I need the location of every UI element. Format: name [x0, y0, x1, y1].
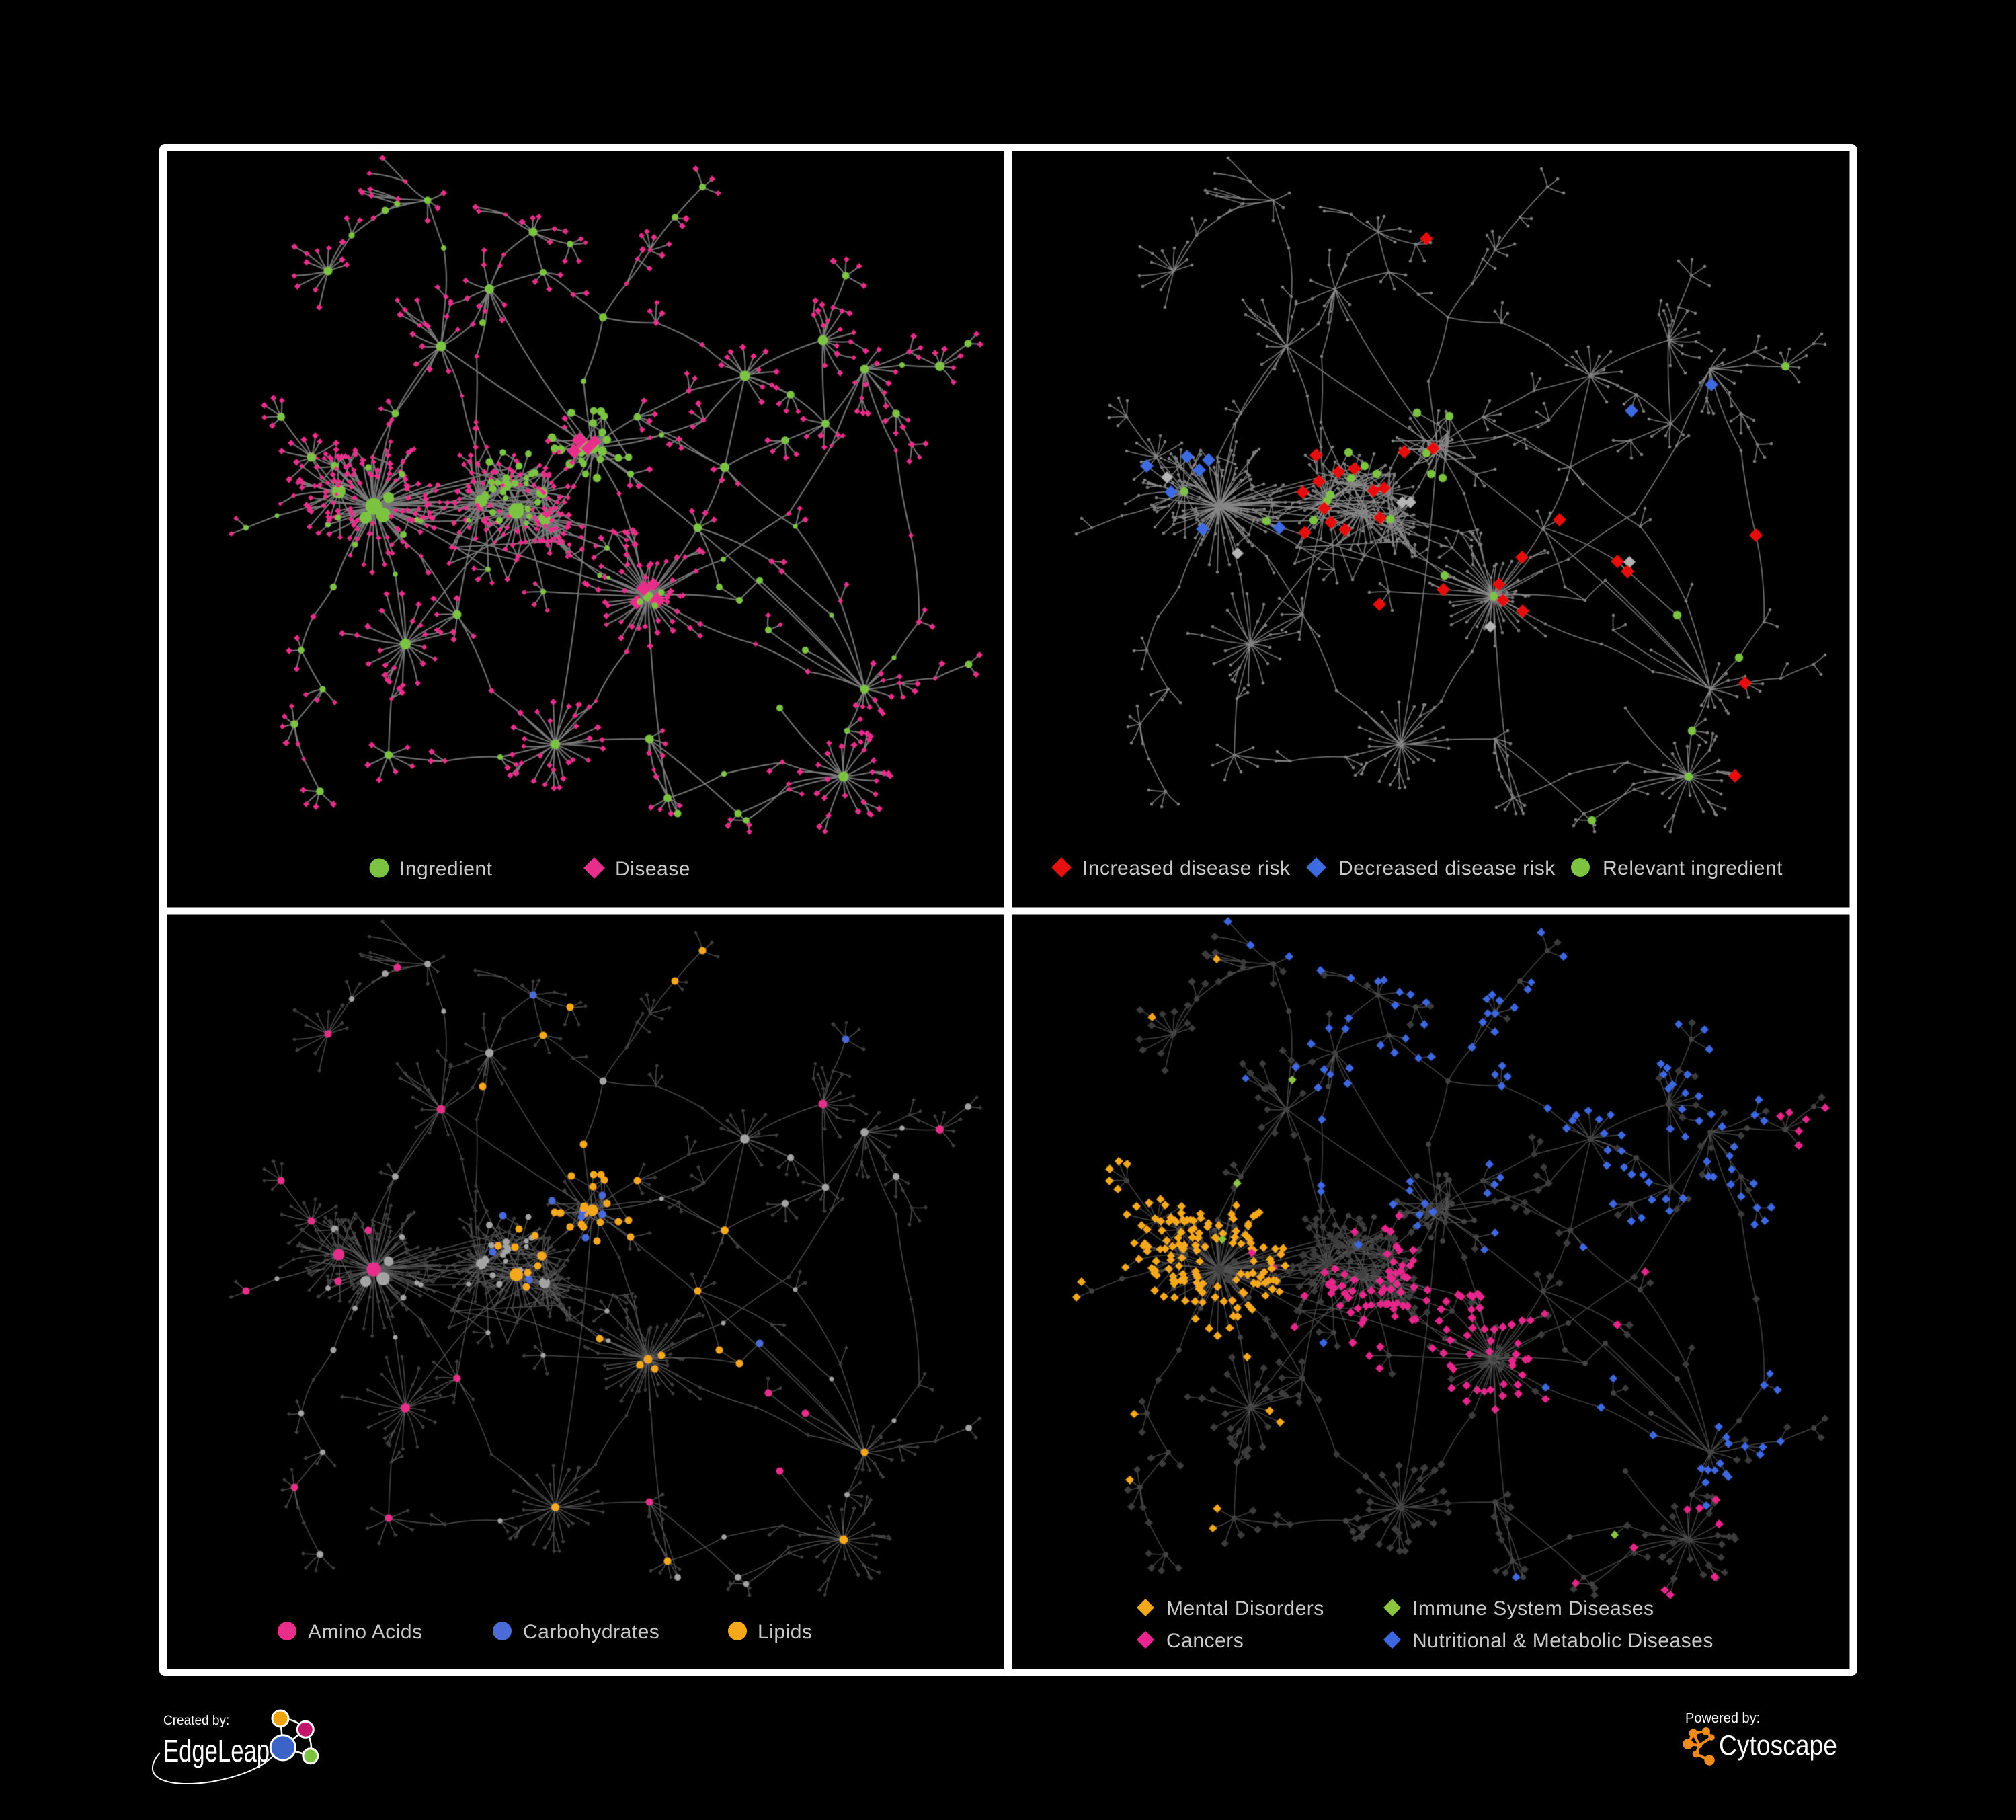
svg-text:Cytoscape: Cytoscape — [1719, 1729, 1837, 1761]
svg-text:Created by:: Created by: — [163, 1714, 229, 1728]
svg-text:Increased disease risk: Increased disease risk — [1082, 857, 1291, 879]
svg-text:Immune System Diseases: Immune System Diseases — [1412, 1597, 1654, 1620]
svg-text:Decreased disease risk: Decreased disease risk — [1338, 857, 1556, 879]
svg-text:Lipids: Lipids — [758, 1621, 812, 1643]
svg-text:Disease: Disease — [615, 858, 690, 880]
svg-text:Powered by:: Powered by: — [1685, 1711, 1760, 1726]
svg-text:Relevant ingredient: Relevant ingredient — [1603, 857, 1783, 879]
svg-text:Carbohydrates: Carbohydrates — [523, 1621, 659, 1643]
svg-text:Cancers: Cancers — [1166, 1630, 1244, 1652]
svg-text:Amino Acids: Amino Acids — [308, 1621, 423, 1643]
svg-text:Nutritional & Metabolic Diseas: Nutritional & Metabolic Diseases — [1412, 1630, 1713, 1652]
svg-text:Mental Disorders: Mental Disorders — [1166, 1597, 1324, 1620]
svg-text:Ingredient: Ingredient — [399, 858, 493, 880]
svg-text:EdgeLeap: EdgeLeap — [163, 1733, 270, 1768]
